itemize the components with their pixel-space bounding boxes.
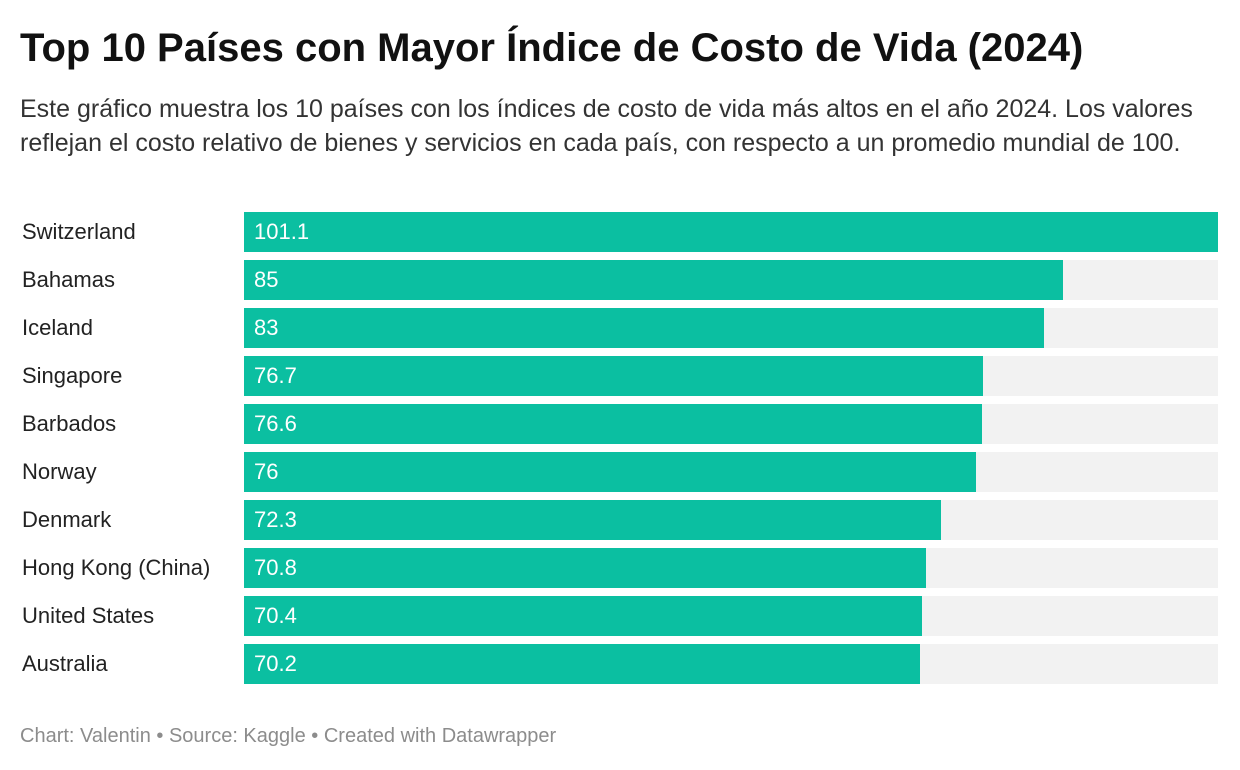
bar-row: Barbados 76.6 <box>0 404 1240 444</box>
data-label: 70.4 <box>254 603 297 628</box>
data-label: 76.7 <box>254 363 297 388</box>
bar <box>244 596 922 636</box>
bar-track: 76.6 <box>244 404 1218 444</box>
footer-source: Source: Kaggle <box>168 725 306 747</box>
footer-credit: Chart: Valentin <box>20 725 151 747</box>
bar <box>244 500 941 540</box>
bar-row: Norway 76 <box>0 452 1240 492</box>
bar-chart: Switzerland 101.1 Bahamas 85 Iceland 83 Singap… <box>0 212 1240 686</box>
category-label: Norway <box>22 459 97 484</box>
chart-subtitle: Este gráfico muestra los 10 países con l… <box>20 95 1193 157</box>
bar <box>244 404 982 444</box>
bar-row: Iceland 83 <box>0 308 1240 348</box>
footer-separator: • <box>156 725 164 747</box>
bar <box>244 452 976 492</box>
footer-tool: Created with Datawrapper <box>323 725 557 747</box>
bar-row: Denmark 72.3 <box>0 500 1240 540</box>
category-label: Singapore <box>22 363 123 388</box>
chart-footer: Chart: Valentin • Source: Kaggle • Creat… <box>20 722 556 750</box>
bar-row: Singapore 76.7 <box>0 356 1240 396</box>
bar-track: 101.1 <box>244 212 1218 252</box>
bar-track: 70.8 <box>244 548 1218 588</box>
data-label: 83 <box>254 315 279 340</box>
data-label: 76 <box>254 459 279 484</box>
bar <box>244 548 926 588</box>
category-label: Bahamas <box>22 267 115 292</box>
bar-row: Bahamas 85 <box>0 260 1240 300</box>
bar-row: United States 70.4 <box>0 596 1240 636</box>
bar-track: 70.2 <box>244 644 1218 684</box>
bar-track: 76 <box>244 452 1218 492</box>
bar-track: 70.4 <box>244 596 1218 636</box>
category-label: United States <box>22 603 155 628</box>
category-label: Denmark <box>22 507 112 532</box>
bar-row: Hong Kong (China) 70.8 <box>0 548 1240 588</box>
bar <box>244 356 983 396</box>
bar-track: 83 <box>244 308 1218 348</box>
data-label: 72.3 <box>254 507 297 532</box>
data-label: 76.6 <box>254 411 297 436</box>
bar-row: Australia 70.2 <box>0 644 1240 684</box>
footer-separator: • <box>311 725 319 747</box>
category-label: Barbados <box>22 411 117 436</box>
category-label: Australia <box>22 651 108 676</box>
data-label: 70.8 <box>254 555 297 580</box>
category-label: Switzerland <box>22 219 136 244</box>
bar <box>244 260 1063 300</box>
bar-track: 76.7 <box>244 356 1218 396</box>
bar-track: 72.3 <box>244 500 1218 540</box>
category-label: Iceland <box>22 315 93 340</box>
bar <box>244 308 1044 348</box>
data-label: 101.1 <box>254 219 310 244</box>
bar <box>244 644 920 684</box>
bar-track: 85 <box>244 260 1218 300</box>
bar <box>244 212 1218 252</box>
bar-row: Switzerland 101.1 <box>0 212 1240 252</box>
data-label: 70.2 <box>254 651 297 676</box>
chart-title: Top 10 Países con Mayor Índice de Costo … <box>20 26 1084 70</box>
data-label: 85 <box>254 267 279 292</box>
category-label: Hong Kong (China) <box>22 555 211 580</box>
